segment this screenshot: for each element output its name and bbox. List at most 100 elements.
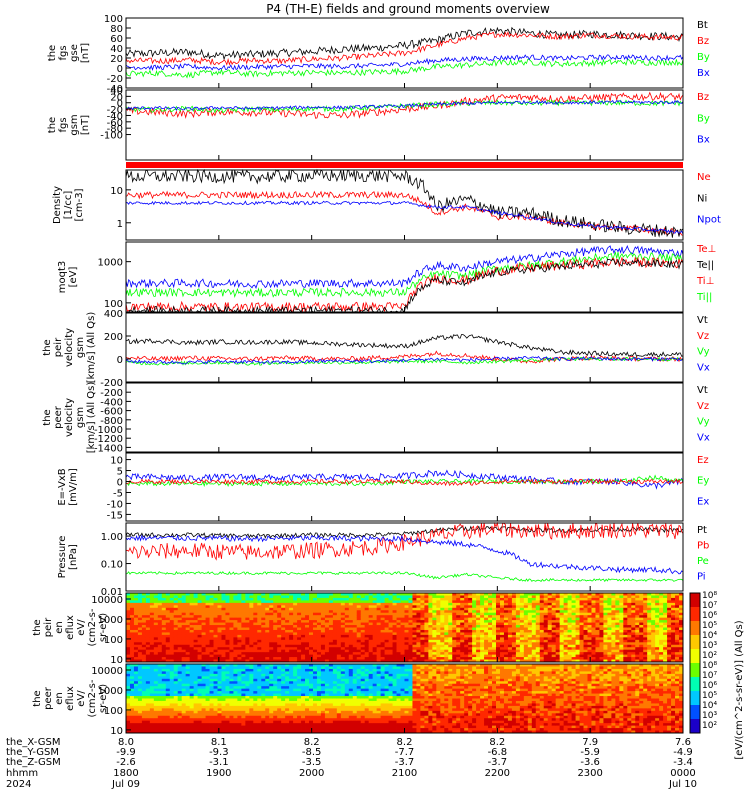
peir_eflux-cell: [440, 647, 445, 651]
peir_eflux-cell: [149, 602, 155, 606]
peir_eflux-cell: [659, 607, 664, 611]
peir_eflux-cell: [356, 657, 362, 660]
peir_eflux-cell: [583, 634, 588, 638]
peir_eflux-cell: [496, 602, 501, 606]
peir_eflux-cell: [599, 632, 604, 636]
peir_eflux-cell: [297, 652, 302, 655]
peir_eflux-ylabel-line: en: [54, 621, 65, 634]
peir_eflux-cell: [209, 615, 214, 619]
peir_eflux-cell: [464, 593, 469, 596]
peir_eflux-cell: [499, 644, 505, 648]
peir_eflux-cell: [623, 654, 628, 658]
peir_eflux-cell: [249, 639, 254, 643]
peir_eflux-cell: [404, 610, 409, 614]
peir_eflux-cell: [400, 602, 405, 606]
peir_eflux-cell: [273, 600, 278, 604]
peir_eflux-cell: [137, 605, 143, 609]
peir_eflux-cell: [356, 644, 362, 648]
peer_eflux-cell: [189, 713, 195, 717]
peir_eflux-cell: [221, 620, 226, 623]
peir_eflux-cell: [587, 627, 592, 631]
peer_eflux-cell: [141, 671, 147, 675]
peer_eflux-cell: [165, 725, 171, 729]
peir_eflux-cell: [663, 600, 668, 604]
peir_eflux-cell: [507, 617, 513, 621]
peer_eflux-cell: [169, 710, 175, 714]
peir_eflux-cell: [249, 615, 254, 619]
peir_eflux-cell: [631, 652, 636, 655]
peir_eflux-cell: [571, 612, 576, 616]
peir_eflux-cell: [197, 642, 202, 646]
peir_eflux-cell: [177, 602, 183, 606]
peer_eflux-cell: [145, 688, 151, 692]
peir_eflux-cell: [217, 593, 222, 596]
peir_eflux-cell: [428, 647, 433, 651]
peir_eflux-cell: [452, 625, 457, 628]
peir_eflux-cell: [416, 597, 421, 601]
peer_eflux-cell: [129, 723, 135, 726]
peer_eflux-cell: [153, 725, 159, 729]
peir_eflux-cell: [531, 642, 537, 646]
peir_eflux-cell: [189, 644, 195, 648]
peir_eflux-cell: [277, 622, 282, 626]
peir_eflux-cell: [448, 600, 453, 604]
peir_eflux-cell: [356, 610, 362, 614]
peir_eflux-cell: [579, 652, 584, 655]
peir_eflux-cell: [503, 634, 509, 638]
peir_eflux-cell: [312, 642, 318, 646]
peir_eflux-cell: [225, 659, 230, 663]
peir_eflux-cell: [348, 649, 354, 653]
peir_eflux-cell: [567, 593, 572, 596]
peer_eflux-cell: [153, 678, 159, 682]
peir_eflux-cell: [396, 607, 401, 611]
peir_eflux-cell: [519, 649, 525, 653]
peir_eflux-cell: [257, 632, 262, 636]
peir_eflux-cell: [503, 605, 509, 609]
peir_eflux-cell: [464, 617, 469, 621]
density-series-ne: [125, 190, 684, 236]
peer_eflux-cell: [177, 718, 183, 722]
peir_eflux-cell: [126, 629, 131, 633]
peir_eflux-cell: [372, 622, 378, 626]
peir_eflux-cell: [348, 625, 354, 628]
peir_eflux-cell: [587, 610, 592, 614]
peir_eflux-cell: [523, 605, 529, 609]
peir_eflux-cell: [149, 644, 155, 648]
peir_eflux-cell: [523, 649, 529, 653]
peir_eflux-cell: [364, 647, 370, 651]
peir_eflux-cell: [436, 634, 441, 638]
peir_eflux-cell: [575, 602, 580, 606]
peir_eflux-cell: [515, 610, 521, 614]
peir_eflux-cell: [595, 629, 600, 633]
peir_eflux-cell: [193, 622, 199, 626]
peir_eflux-cell: [289, 647, 294, 651]
peir_eflux-cell: [340, 659, 346, 663]
peir_eflux-cell: [671, 649, 676, 653]
peir_eflux-cell: [503, 615, 509, 619]
peir_eflux-cell: [332, 600, 338, 604]
peir_eflux-cell: [177, 622, 183, 626]
peir_eflux-cell: [364, 600, 370, 604]
peir_eflux-cell: [519, 659, 525, 663]
peer_eflux-cell: [173, 715, 179, 719]
peir_eflux-cell: [169, 639, 175, 643]
peir_eflux-cell: [591, 639, 596, 643]
peir_eflux-cell: [129, 659, 135, 663]
peir_eflux-cell: [225, 593, 230, 596]
peer_eflux-cell: [137, 715, 143, 719]
peer_eflux-cell: [217, 720, 222, 724]
density-legend-ne: Ne: [697, 172, 711, 183]
peir_eflux-cell: [452, 597, 457, 601]
peir_eflux-cell: [309, 593, 314, 596]
peir_eflux-cell: [675, 605, 680, 609]
peir_eflux-cell: [372, 654, 378, 658]
peir_eflux-cell: [352, 627, 358, 631]
peir_eflux-cell: [153, 620, 159, 623]
peir_eflux-cell: [289, 639, 294, 643]
peir_eflux-cell: [555, 617, 561, 621]
peir_eflux-cell: [627, 593, 632, 596]
peir_eflux-cell: [312, 610, 318, 614]
peir_eflux-cell: [444, 622, 449, 626]
peir_eflux-cell: [499, 657, 505, 660]
peir_eflux-cell: [472, 610, 477, 614]
